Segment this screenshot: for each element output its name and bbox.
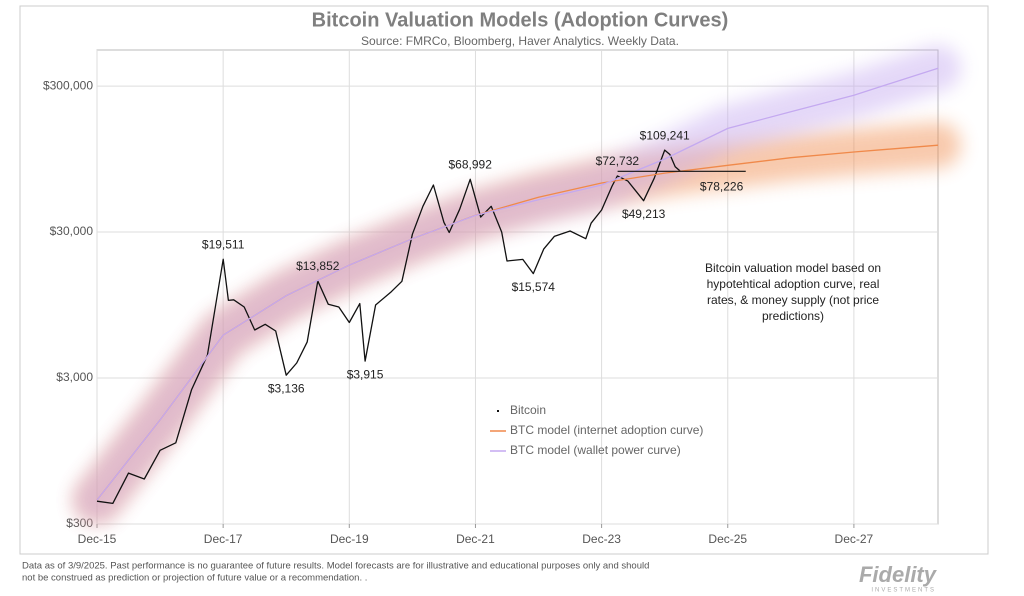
x-tick-label: Dec-23 xyxy=(582,532,621,546)
x-tick-label: Dec-15 xyxy=(78,532,117,546)
logo: Fidelity xyxy=(859,562,938,587)
note: Bitcoin valuation model based on xyxy=(705,261,881,275)
data-label: $3,915 xyxy=(347,367,384,381)
note: rates, & money supply (not price xyxy=(707,293,879,307)
x-tick-label: Dec-19 xyxy=(330,532,369,546)
data-label: $3,136 xyxy=(268,381,305,395)
labels: $19,511 $3,136 $13,852 $3,915 $68,992 $15,574… xyxy=(202,128,881,457)
data-label: $19,511 xyxy=(202,237,245,251)
lines xyxy=(96,67,939,505)
x-tick-label: Dec-27 xyxy=(835,532,874,546)
legend-label: Bitcoin xyxy=(510,403,546,417)
y-tick-label: $30,000 xyxy=(50,224,94,238)
data-label: $15,574 xyxy=(512,280,556,294)
chart-subtitle: Source: FMRCo, Bloomberg, Haver Analytic… xyxy=(361,34,679,48)
chart-title: Bitcoin Valuation Models (Adoption Curve… xyxy=(312,9,729,31)
y-tick-label: $3,000 xyxy=(56,370,93,384)
model-line xyxy=(96,67,939,501)
footer: not be construed as prediction or projec… xyxy=(22,573,367,584)
reference-label: $78,226 xyxy=(700,179,744,193)
note: predictions) xyxy=(762,309,824,323)
data-label: $68,992 xyxy=(448,157,492,171)
x-tick-label: Dec-25 xyxy=(708,532,747,546)
legend-label: BTC model (internet adoption curve) xyxy=(510,423,703,437)
note: hypotehtical adoption curve, real xyxy=(707,277,880,291)
data-label: $109,241 xyxy=(640,128,690,142)
logo-sub: INVESTMENTS xyxy=(871,588,936,594)
price-line xyxy=(96,149,681,505)
legend-marker xyxy=(497,410,499,412)
data-label: $49,213 xyxy=(622,207,666,221)
legend-label: BTC model (wallet power curve) xyxy=(510,443,681,457)
x-tick-label: Dec-17 xyxy=(204,532,243,546)
footer: Data as of 3/9/2025. Past performance is… xyxy=(22,561,649,572)
data-label: $72,732 xyxy=(596,154,640,168)
data-label: $13,852 xyxy=(296,259,340,273)
y-tick-label: $300,000 xyxy=(43,78,93,92)
x-tick-label: Dec-21 xyxy=(456,532,495,546)
